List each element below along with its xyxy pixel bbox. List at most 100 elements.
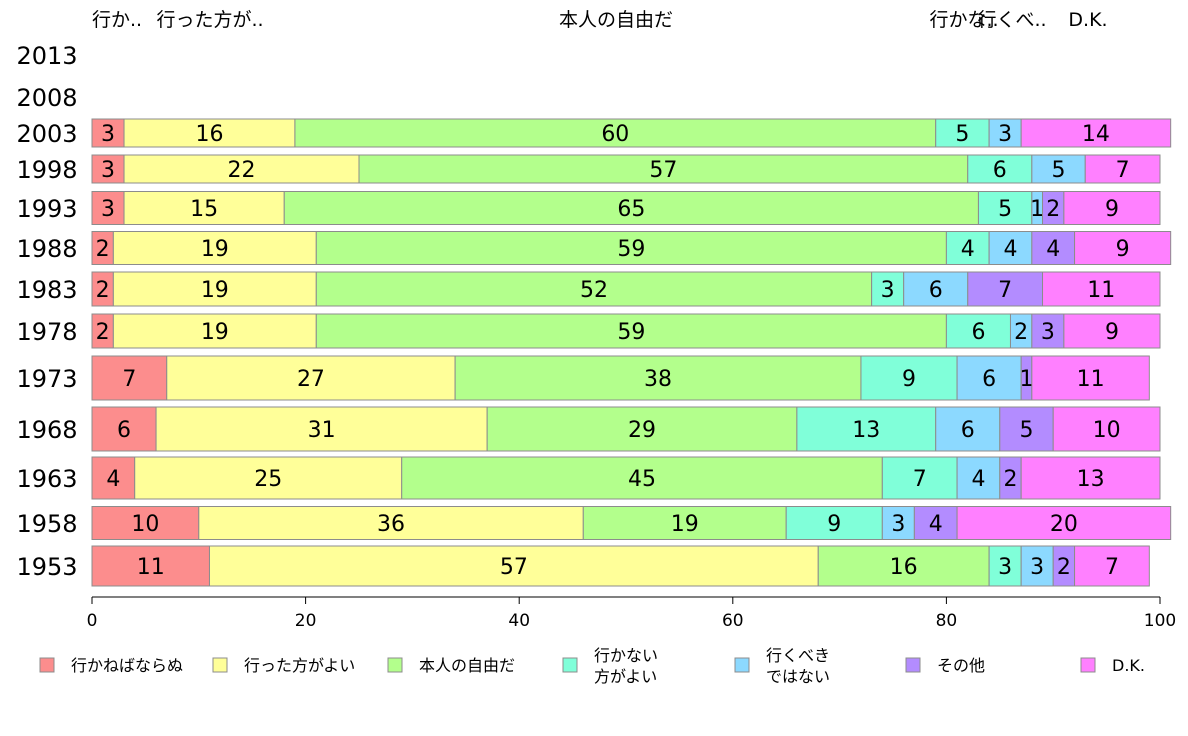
data-label: 16 (890, 555, 918, 580)
bar-segment (358, 154, 969, 184)
bar-segment (956, 355, 1022, 401)
data-label: 10 (131, 512, 159, 537)
data-label: 6 (117, 418, 131, 443)
bar-segment (881, 456, 958, 500)
year-label: 1993 (16, 195, 77, 223)
bar-segment (1031, 231, 1076, 265)
data-label: 59 (617, 320, 645, 345)
data-label: 4 (929, 512, 943, 537)
bar-segment (1031, 313, 1065, 349)
bar-segment (1063, 191, 1161, 225)
data-label: 2 (1003, 467, 1017, 492)
legend-label: その他 (937, 656, 985, 675)
bar-segment (91, 191, 125, 225)
data-label: 15 (190, 197, 218, 222)
data-label: 6 (961, 418, 975, 443)
data-label: 4 (106, 467, 120, 492)
bar-segment (903, 271, 969, 307)
year-label: 1968 (16, 416, 77, 444)
bar-segment (123, 191, 285, 225)
data-label: 9 (1105, 320, 1119, 345)
data-label: 5 (1052, 158, 1066, 183)
data-label: 2 (96, 237, 110, 262)
legend-swatch (387, 657, 403, 673)
bar-segment (999, 406, 1054, 452)
data-label: 19 (201, 278, 229, 303)
data-label: 7 (1116, 158, 1130, 183)
x-tick-label: 0 (87, 611, 98, 631)
legend-swatch (1080, 657, 1096, 673)
data-label: 4 (1003, 237, 1017, 262)
data-label: 11 (1077, 367, 1105, 392)
data-label: 3 (998, 555, 1012, 580)
bar-segment (112, 231, 317, 265)
data-label: 2 (96, 320, 110, 345)
x-tick-label: 40 (508, 611, 530, 631)
data-label: 13 (852, 418, 880, 443)
legend-label: ではない (766, 667, 830, 686)
data-label: 3 (998, 122, 1012, 147)
bar-segment (988, 545, 1022, 587)
data-label: 4 (1046, 237, 1060, 262)
bar-segment (956, 506, 1172, 540)
data-label: 3 (101, 122, 115, 147)
bar-segment (935, 406, 1001, 452)
bar-segment (1031, 355, 1150, 401)
data-label: 31 (308, 418, 336, 443)
bar-segment (91, 456, 136, 500)
bar-segment (988, 231, 1033, 265)
data-label: 9 (827, 512, 841, 537)
data-label: 9 (1116, 237, 1130, 262)
data-label: 25 (254, 467, 282, 492)
data-label: 6 (993, 158, 1007, 183)
data-label: 6 (982, 367, 996, 392)
data-label: 57 (649, 158, 677, 183)
data-label: 52 (580, 278, 608, 303)
bar-segment (1063, 313, 1161, 349)
top-label: 行かな.. (929, 9, 998, 31)
data-label: 60 (601, 122, 629, 147)
data-label: 13 (1077, 467, 1105, 492)
x-tick-label: 80 (936, 611, 958, 631)
x-tick-label: 20 (295, 611, 317, 631)
year-label: 1998 (16, 156, 77, 184)
data-label: 5 (998, 197, 1012, 222)
data-label: 5 (955, 122, 969, 147)
bar-segment (91, 154, 125, 184)
bar-segment (208, 545, 819, 587)
year-label: 2013 (16, 42, 77, 70)
legend-item: 行かねばならぬ (39, 656, 183, 675)
data-label: 19 (201, 237, 229, 262)
data-label: 6 (971, 320, 985, 345)
data-label: 3 (881, 278, 895, 303)
year-label: 1963 (16, 465, 77, 493)
data-label: 16 (195, 122, 223, 147)
bar-segment (1042, 271, 1161, 307)
legend-item: その他 (905, 656, 985, 675)
data-label: 2 (1057, 555, 1071, 580)
data-label: 7 (998, 278, 1012, 303)
top-label: 行った方が.. (156, 9, 263, 31)
bar-segment (166, 355, 456, 401)
bar-segment (91, 506, 200, 540)
year-label: 1983 (16, 276, 77, 304)
bar-segment (155, 406, 488, 452)
data-label: 2 (1046, 197, 1060, 222)
year-label: 2008 (16, 84, 77, 112)
bar-segment (486, 406, 798, 452)
bar-segment (945, 231, 990, 265)
data-label: 6 (929, 278, 943, 303)
bar-segment (1084, 154, 1161, 184)
legend-item: 本人の自由だ (387, 656, 515, 675)
data-label: 2 (96, 278, 110, 303)
data-label: 1 (1020, 367, 1034, 392)
data-label: 5 (1020, 418, 1034, 443)
data-label: 57 (500, 555, 528, 580)
data-label: 11 (137, 555, 165, 580)
legend-swatch (562, 657, 578, 673)
bar-segment (91, 406, 157, 452)
data-label: 45 (628, 467, 656, 492)
legend-swatch (212, 657, 228, 673)
bar-segment (1074, 231, 1172, 265)
